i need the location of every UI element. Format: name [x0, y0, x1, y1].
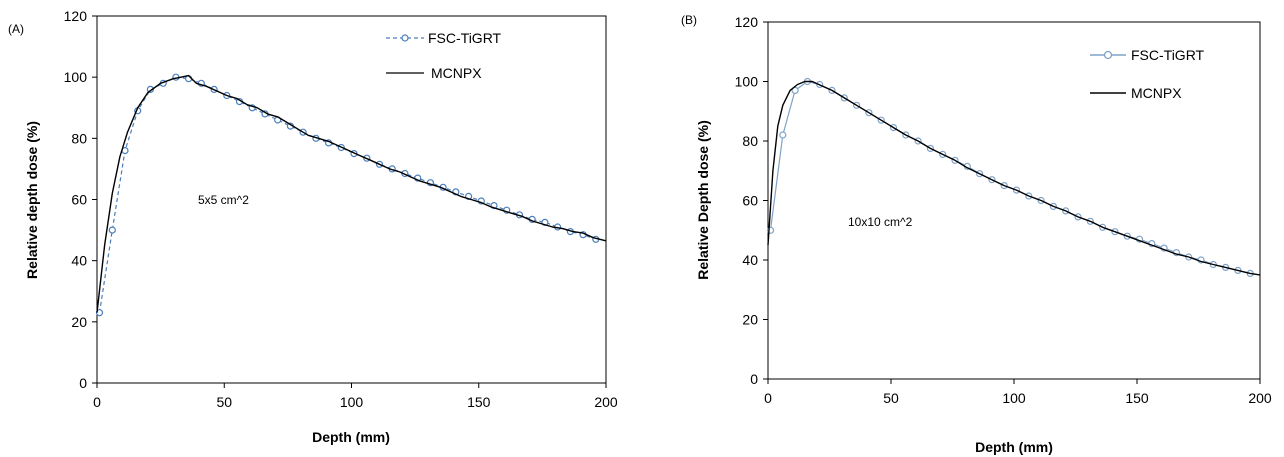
panel-b-legend-mcnpx-label: MCNPX	[1131, 85, 1182, 101]
panel-b-series	[768, 79, 1261, 277]
panel-b-x-tick-label: 100	[1002, 390, 1026, 406]
panel-a-y-tick-label: 60	[71, 192, 87, 208]
panel-a: (A) 0 20 40 60 80 100 120 0 50 100 150 200 Depth (…	[8, 8, 618, 445]
panel-a-y-tick-label: 100	[64, 69, 88, 85]
panel-b-series-fsc-tigrt-point	[780, 132, 786, 138]
panel-b-y-tick-label: 0	[750, 371, 758, 387]
panel-a-y-tick-label: 120	[64, 8, 88, 24]
panel-b-y-tick-label: 80	[742, 133, 758, 149]
panel-a-x-axis-title: Depth (mm)	[312, 429, 390, 445]
panel-a-legend-fsc-label: FSC-TiGRT	[428, 30, 502, 46]
panel-b-x-tick-label: 150	[1125, 390, 1149, 406]
panel-b-legend-fsc-marker	[1105, 52, 1112, 59]
panel-a-legend-fsc-marker	[402, 35, 408, 41]
panel-a-series	[97, 74, 607, 316]
panel-b-y-ticks: 0 20 40 60 80 100 120	[735, 14, 768, 387]
panel-a-series-mcnpx-line	[97, 76, 606, 313]
panel-b-y-tick-label: 40	[742, 252, 758, 268]
panel-b-x-tick-label: 0	[764, 390, 772, 406]
panel-a-y-axis-title: Relative depth dose (%)	[24, 121, 40, 279]
panel-a-x-tick-label: 50	[216, 394, 232, 410]
panel-b-y-axis-title: Relative Depth dose (%)	[695, 120, 711, 279]
panel-b-series-fsc-tigrt-line	[771, 82, 1251, 274]
panel-a-x-ticks: 0 50 100 150 200	[93, 383, 618, 410]
panel-a-x-tick-label: 150	[467, 394, 491, 410]
panel-b-legend: FSC-TiGRT MCNPX	[1090, 47, 1205, 101]
panel-a-y-ticks: 0 20 40 60 80 100 120	[64, 8, 97, 391]
panel-a-y-tick-label: 80	[71, 130, 87, 146]
panel-b-series-mcnpx-line	[768, 82, 1260, 275]
panel-b-legend-fsc-label: FSC-TiGRT	[1131, 47, 1205, 63]
panel-a-series-fsc-tigrt-line	[100, 77, 596, 313]
panel-a-x-tick-label: 200	[594, 394, 618, 410]
panel-b-x-axis-title: Depth (mm)	[975, 439, 1053, 455]
panel-a-field-size-annotation: 5x5 cm^2	[198, 193, 249, 207]
panel-b-y-tick-label: 120	[735, 14, 759, 30]
panel-a-label: (A)	[8, 22, 24, 36]
panel-a-y-tick-label: 40	[71, 253, 87, 269]
panel-b-label: (B)	[681, 13, 697, 27]
panel-b-y-tick-label: 20	[742, 312, 758, 328]
panel-b-y-tick-label: 60	[742, 193, 758, 209]
panel-b: (B) 0 20 40 60 80 100 120 0 50 100 150 200 Depth (…	[681, 13, 1272, 455]
panel-a-x-tick-label: 0	[93, 394, 101, 410]
panel-b-field-size-annotation: 10x10 cm^2	[848, 215, 913, 229]
panel-b-x-tick-label: 50	[883, 390, 899, 406]
panel-b-plot-area	[768, 22, 1260, 379]
panel-a-legend: FSC-TiGRT MCNPX	[386, 30, 502, 81]
panel-a-y-tick-label: 0	[79, 375, 87, 391]
panel-b-x-ticks: 0 50 100 150 200	[764, 379, 1272, 406]
panel-a-x-tick-label: 100	[340, 394, 364, 410]
panel-b-y-tick-label: 100	[735, 74, 759, 90]
panel-a-series-fsc-tigrt-point	[109, 227, 115, 233]
panel-a-plot-area	[97, 16, 606, 383]
panel-a-y-tick-label: 20	[71, 314, 87, 330]
panel-a-legend-mcnpx-label: MCNPX	[431, 65, 482, 81]
panel-b-x-tick-label: 200	[1248, 390, 1272, 406]
